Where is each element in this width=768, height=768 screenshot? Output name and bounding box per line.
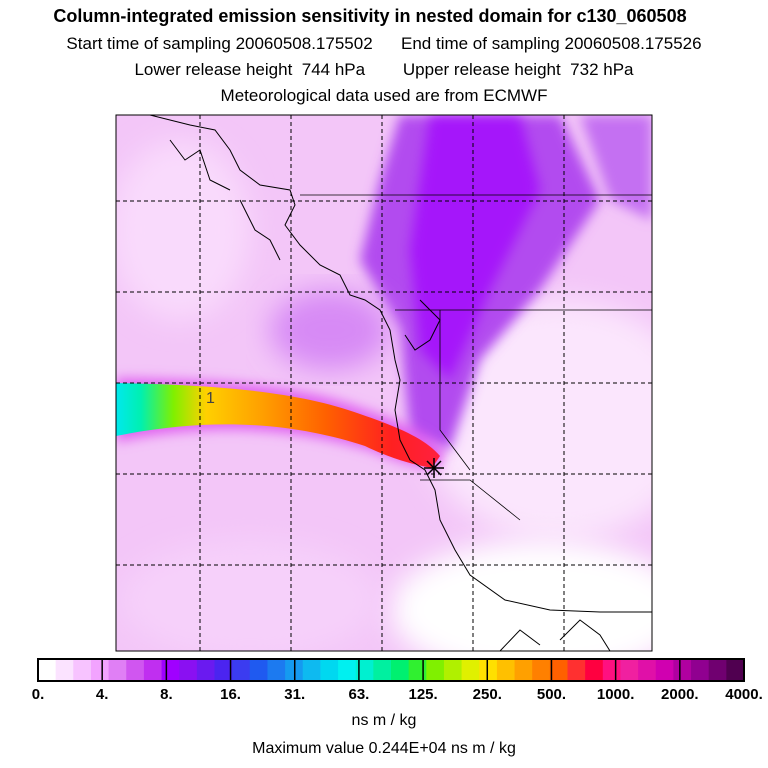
colorbar-tick-label: 250. [472,686,502,703]
sampling-end-label: End time of sampling [401,34,560,53]
sampling-start-label: Start time of sampling [66,34,231,53]
lower-release-label: Lower release height [134,60,293,79]
colorbar-swatch [443,659,463,681]
colorbar-swatch [708,659,727,681]
colorbar-swatch [391,659,410,681]
colorbar-tick-label: 1000. [596,686,635,703]
political-boundaries [300,194,652,521]
graticule [116,115,652,651]
colorbar-tick-label: 500. [536,686,567,703]
colorbar-swatch [514,659,533,681]
colorbar-tick-label: 0. [31,686,45,703]
colorbar-tick-label: 4. [95,686,109,703]
colorbar-swatch [567,659,586,681]
colorbar-tick-label: 125. [408,686,438,703]
colorbar-swatch [232,659,251,681]
colorbar-swatch [691,659,710,681]
colorbar-swatch [38,659,57,681]
colorbar-swatch [302,659,321,681]
colorbar-swatch [408,659,427,681]
colorbar-swatch [249,659,268,681]
colorbar-swatch [426,659,445,681]
upper-release-label: Upper release height [402,60,561,79]
colorbar-swatch [214,659,233,681]
colorbar-swatch [267,659,286,681]
max-value-units: ns m / kg [450,740,516,757]
colorbar-swatch [726,659,745,681]
colorbar-tick-label: 8. [160,686,173,703]
colorbar-swatch [179,659,198,681]
colorbar-swatch [479,659,498,681]
colorbar-swatch [161,659,180,681]
max-value: 0.244E+04 [368,740,447,757]
colorbar-swatch [55,659,74,681]
sampling-end: 20060508.175526 [564,34,702,53]
colorbar [37,658,745,682]
map-frame [115,114,653,652]
plot-title: Column-integrated emission sensitivity i… [53,6,687,26]
colorbar-swatch [126,659,145,681]
met-data-note: Meteorological data used are from ECMWF [220,86,548,105]
colorbar-swatch [143,659,163,681]
emission-plume [116,383,440,468]
plume-label: 1 [206,390,215,407]
colorbar-units: ns m / kg [351,712,417,729]
colorbar-swatch [355,659,374,681]
colorbar-frame [37,658,745,682]
maximum-value: Maximum value 0.244E+04 ns m / kg [0,740,768,758]
colorbar-tick-label: 2000. [661,686,699,703]
colorbar-swatch [90,659,110,681]
colorbar-swatch [496,659,516,681]
sampling-start: 20060508.175502 [235,34,373,53]
colorbar-tick-label: 16. [220,686,241,703]
upper-release: 732 hPa [570,60,634,79]
colorbar-swatch [73,659,92,681]
colorbar-swatch [320,659,339,681]
sampling-times: Start time of sampling 20060508.175502 E… [0,34,768,54]
colorbar-swatch [549,659,568,681]
colorbar-swatch [338,659,357,681]
colorbar-swatch [673,659,692,681]
map-field [116,115,652,651]
release-point-marker [424,458,444,478]
release-heights: Lower release height 744 hPa Upper relea… [0,60,768,80]
colorbar-swatch [655,659,674,681]
colorbar-swatch [196,659,215,681]
colorbar-swatch [108,659,127,681]
max-value-label: Maximum value [252,740,365,757]
colorbar-swatch [461,659,480,681]
colorbar-swatch [638,659,657,681]
colorbar-swatch [602,659,621,681]
colorbar-swatch [585,659,604,681]
colorbar-swatch [532,659,551,681]
lower-release: 744 hPa [301,60,366,79]
colorbar-tick-label: 63. [348,686,370,703]
colorbar-tick-label: 31. [284,686,306,703]
colorbar-tick-label: 4000. [725,686,763,703]
colorbar-swatch [373,659,392,681]
colorbar-swatch [620,659,639,681]
